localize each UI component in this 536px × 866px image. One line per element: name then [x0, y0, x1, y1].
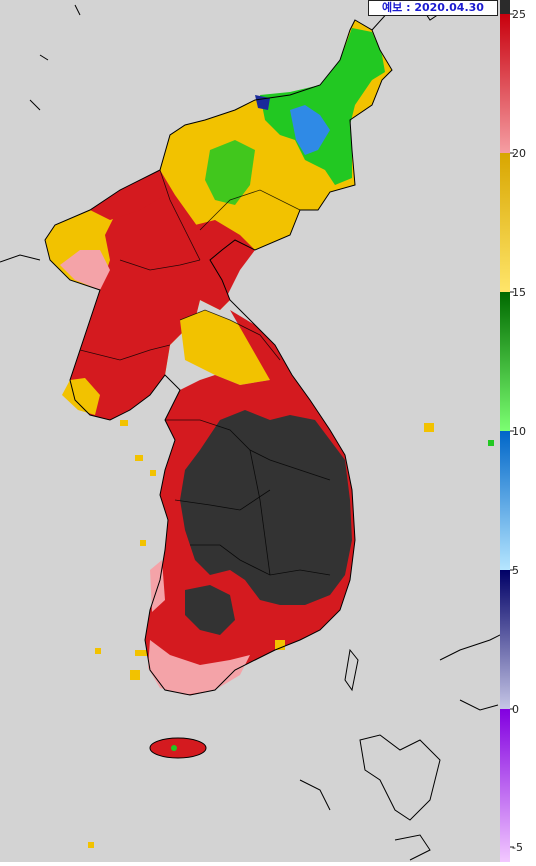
coastline-outlines	[0, 0, 500, 861]
legend-band-minus5-0	[500, 709, 510, 862]
west-sea-islands	[88, 420, 285, 848]
legend-svg: 25 20 15 10 5 0 -5	[500, 0, 526, 862]
legend-tick-10: 10	[512, 425, 526, 438]
ulleung-island	[424, 423, 434, 432]
legend-tick-minus5: -5	[512, 841, 523, 854]
color-legend: 25 20 15 10 5 0 -5	[500, 0, 536, 862]
legend-band-above-25	[500, 0, 510, 14]
northwest-warm-band-north	[90, 170, 165, 220]
jeju-peak-cool-spot	[171, 745, 177, 751]
northeast-highland-cool-zone	[260, 28, 385, 185]
southwest-hot-pocket	[185, 585, 235, 635]
northeast-interior-cool-zone	[205, 140, 255, 205]
jeju-island	[150, 738, 206, 758]
central-yellow-band	[180, 310, 280, 385]
dokdo-island	[488, 440, 494, 446]
legend-band-5-10	[500, 431, 510, 570]
northeast-coldest-pocket	[290, 105, 330, 155]
forecast-date-label: 예보 : 2020.04.30	[368, 0, 498, 16]
legend-tick-20: 20	[512, 147, 526, 160]
legend-band-10-15	[500, 292, 510, 431]
legend-band-20-25	[500, 14, 510, 153]
northwest-transition-pink	[60, 250, 110, 290]
legend-tick-5: 5	[512, 564, 519, 577]
legend-band-15-20	[500, 153, 510, 292]
legend-tick-15: 15	[512, 286, 526, 299]
central-warm-band	[195, 220, 255, 300]
legend-band-0-5	[500, 570, 510, 709]
korea-temperature-map	[0, 0, 500, 862]
legend-tick-25: 25	[512, 8, 526, 21]
south-korea-hot-interior	[180, 410, 352, 605]
province-boundaries	[79, 169, 331, 576]
south-coast-pink-fringe	[148, 640, 250, 695]
legend-tick-0: 0	[512, 703, 519, 716]
